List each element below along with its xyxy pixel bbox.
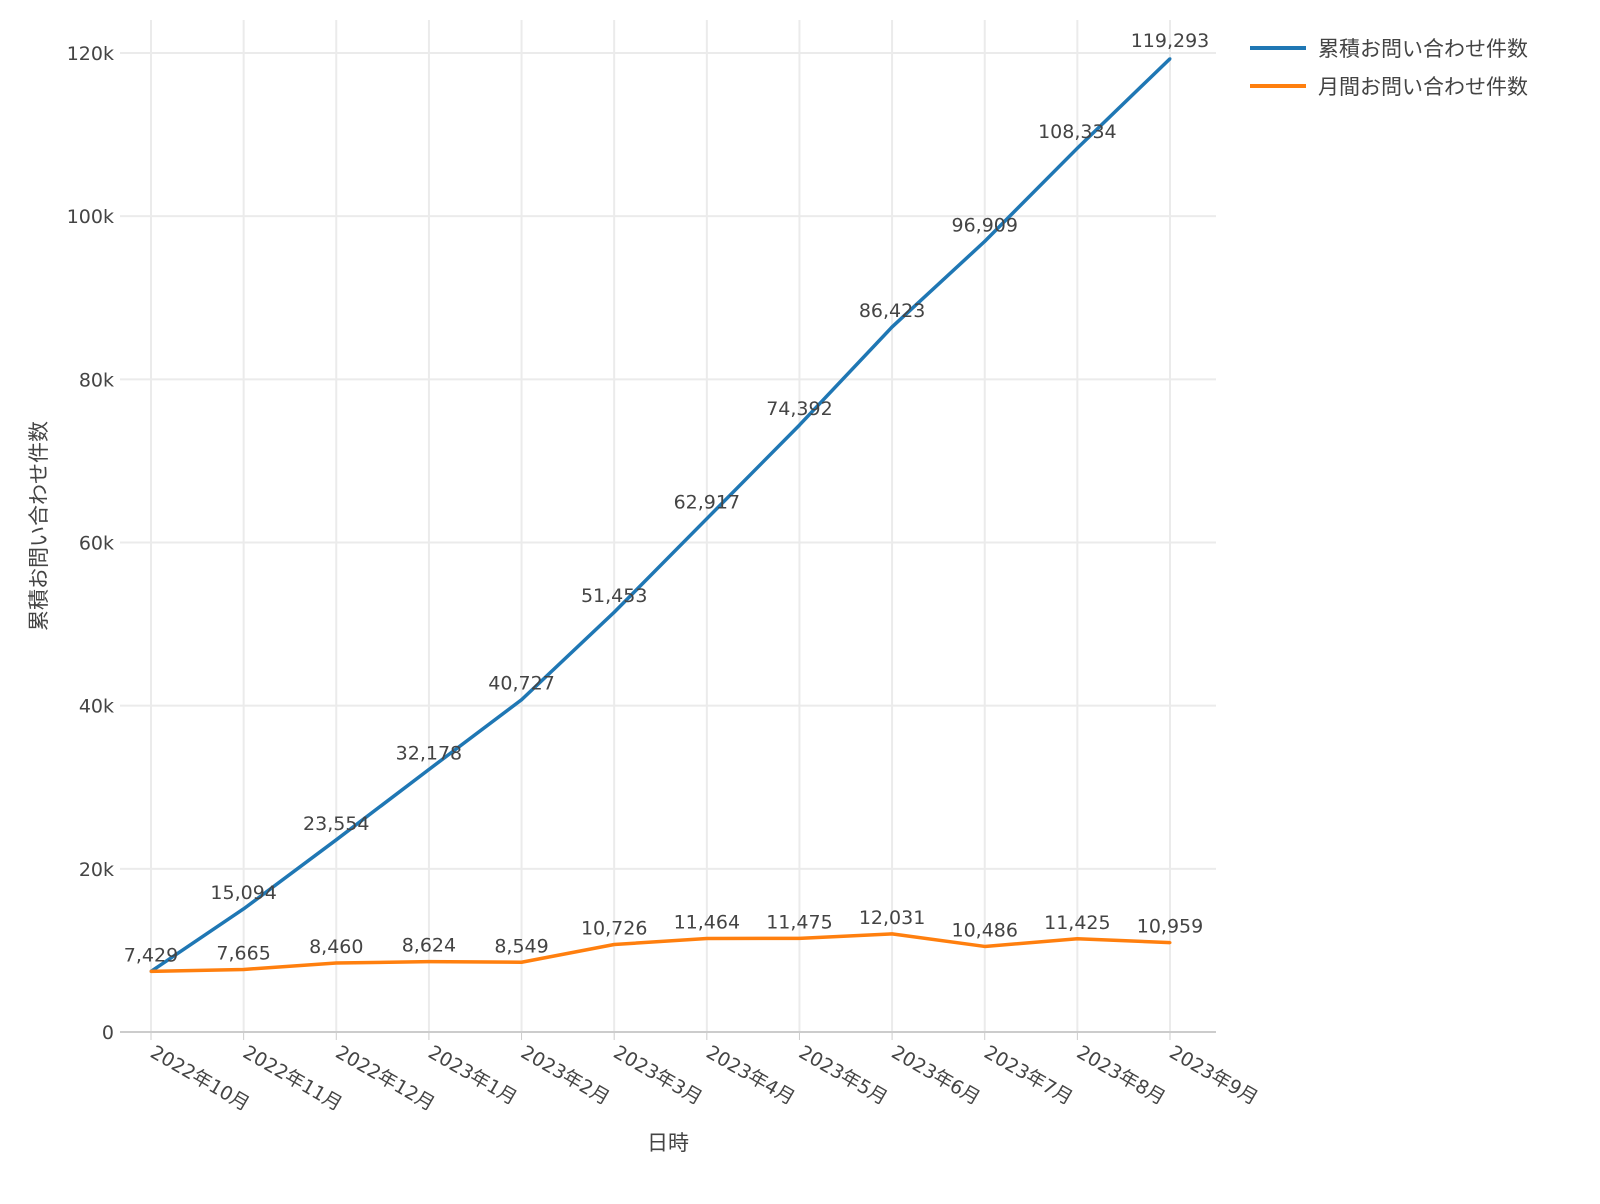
x-tick-label: 2023年9月	[1166, 1041, 1262, 1109]
y-tick-label: 0	[102, 1022, 114, 1044]
data-point	[705, 936, 709, 940]
x-tick-label: 2022年11月	[239, 1041, 346, 1115]
data-label: 86,423	[859, 300, 925, 322]
x-tick-label: 2023年6月	[888, 1041, 984, 1109]
data-label: 8,460	[309, 936, 363, 958]
y-tick-label: 60k	[79, 533, 114, 555]
data-label: 10,486	[951, 919, 1017, 941]
data-point	[705, 517, 709, 521]
data-point	[890, 325, 894, 329]
data-point	[797, 423, 801, 427]
data-point	[890, 932, 894, 936]
data-point	[242, 907, 246, 911]
data-label: 62,917	[674, 492, 740, 514]
data-point	[1075, 937, 1079, 941]
legend-item-1[interactable]: 月間お問い合わせ件数	[1250, 75, 1528, 99]
x-tick-label: 2022年12月	[332, 1041, 439, 1115]
series-lines	[149, 57, 1172, 974]
series-line-1	[150, 932, 1171, 974]
y-tick-label: 120k	[67, 43, 114, 65]
x-tick-label: 2023年3月	[610, 1041, 706, 1109]
data-point	[520, 698, 524, 702]
y-axis-title: 累積お問い合わせ件数	[27, 421, 51, 631]
series-line-0	[150, 57, 1172, 973]
data-point	[1168, 941, 1172, 945]
data-label: 10,726	[581, 917, 647, 939]
grid	[120, 20, 1216, 1032]
data-label: 10,959	[1137, 916, 1203, 938]
data-label: 40,727	[488, 673, 554, 695]
data-label: 11,464	[674, 911, 740, 933]
x-tick-label: 2022年10月	[147, 1041, 254, 1115]
data-label: 119,293	[1131, 30, 1210, 52]
data-label: 8,549	[494, 935, 548, 957]
data-label: 11,425	[1044, 912, 1110, 934]
x-tick-label: 2023年7月	[980, 1041, 1076, 1109]
legend-item-0[interactable]: 累積お問い合わせ件数	[1250, 37, 1528, 61]
legend-label: 累積お問い合わせ件数	[1318, 37, 1528, 61]
data-point	[1168, 57, 1172, 61]
data-point	[149, 969, 153, 973]
x-axis-title: 日時	[647, 1131, 689, 1155]
x-tick-label: 2023年8月	[1073, 1041, 1169, 1109]
data-point	[334, 838, 338, 842]
y-tick-label: 80k	[79, 369, 114, 391]
data-point	[1075, 146, 1079, 150]
data-label: 8,624	[402, 935, 456, 957]
data-label: 74,392	[766, 398, 832, 420]
data-labels: 15,094 23,554 32,178 40,727 51,453 62,917 74,3…	[124, 30, 1209, 967]
data-point	[427, 767, 431, 771]
data-label: 96,909	[951, 214, 1017, 236]
data-point	[427, 960, 431, 964]
y-tick-label: 20k	[79, 859, 114, 881]
data-label: 12,031	[859, 907, 925, 929]
data-point	[983, 239, 987, 243]
y-tick-label: 100k	[67, 206, 114, 228]
data-label: 7,429	[124, 944, 178, 966]
data-point	[520, 960, 524, 964]
data-point	[242, 967, 246, 971]
x-tick-label: 2023年5月	[795, 1041, 891, 1109]
x-tick-label: 2023年1月	[424, 1041, 520, 1109]
data-point	[334, 961, 338, 965]
data-label: 11,475	[766, 911, 832, 933]
data-point	[983, 944, 987, 948]
legend-label: 月間お問い合わせ件数	[1318, 75, 1528, 99]
data-label: 108,334	[1038, 121, 1117, 143]
data-label: 15,094	[210, 882, 276, 904]
x-tick-label: 2023年4月	[702, 1041, 798, 1109]
data-point	[612, 942, 616, 946]
data-label: 7,665	[216, 942, 270, 964]
y-tick-label: 40k	[79, 696, 114, 718]
x-tick-label: 2023年2月	[517, 1041, 613, 1109]
data-point	[797, 936, 801, 940]
data-label: 23,554	[303, 813, 369, 835]
data-point	[612, 610, 616, 614]
data-label: 32,178	[396, 742, 462, 764]
data-label: 51,453	[581, 585, 647, 607]
